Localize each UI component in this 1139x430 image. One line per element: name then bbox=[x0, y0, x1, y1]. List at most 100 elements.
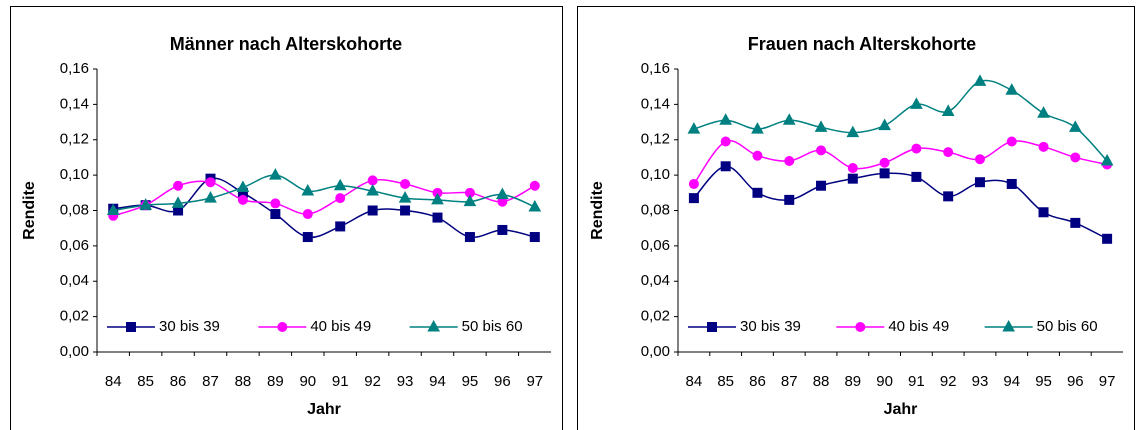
data-point bbox=[1070, 152, 1081, 163]
data-point bbox=[687, 122, 701, 134]
x-tick-label: 88 bbox=[813, 373, 830, 390]
y-tick-label: 0,00 bbox=[641, 343, 670, 360]
x-tick-label: 97 bbox=[526, 373, 543, 390]
data-point bbox=[270, 198, 281, 209]
x-tick-label: 94 bbox=[1003, 373, 1020, 390]
chart-frame bbox=[577, 6, 1135, 430]
data-point bbox=[879, 168, 890, 179]
y-tick-label: 0,00 bbox=[60, 343, 89, 360]
legend-marker bbox=[707, 322, 717, 332]
y-tick-label: 0,14 bbox=[641, 95, 670, 112]
series-line bbox=[693, 165, 1108, 240]
data-point bbox=[431, 192, 444, 205]
data-point bbox=[205, 177, 216, 188]
data-point bbox=[847, 173, 858, 184]
data-point bbox=[463, 194, 477, 207]
data-point bbox=[719, 113, 733, 125]
y-tick-label: 0,02 bbox=[641, 308, 670, 325]
y-tick-label: 0,12 bbox=[60, 131, 89, 148]
y-tick-label: 0,08 bbox=[60, 201, 89, 218]
x-tick-label: 91 bbox=[908, 373, 925, 390]
data-point bbox=[816, 145, 827, 156]
y-tick-label: 0,10 bbox=[60, 166, 89, 183]
data-point bbox=[302, 209, 313, 220]
legend-label: 50 bis 60 bbox=[462, 318, 523, 335]
data-point bbox=[529, 232, 540, 243]
data-point bbox=[366, 184, 379, 196]
legend-marker bbox=[277, 322, 288, 332]
data-point bbox=[1006, 178, 1017, 189]
data-point bbox=[847, 163, 858, 174]
x-tick-label: 87 bbox=[781, 373, 798, 390]
data-point bbox=[432, 212, 443, 223]
x-tick-label: 92 bbox=[940, 373, 957, 390]
data-point bbox=[688, 178, 699, 189]
data-point bbox=[814, 120, 828, 132]
x-tick-label: 95 bbox=[1035, 373, 1052, 390]
y-tick-label: 0,02 bbox=[60, 308, 89, 325]
data-point bbox=[879, 157, 890, 168]
data-point bbox=[973, 74, 987, 86]
legend-label: 50 bis 60 bbox=[1037, 318, 1098, 335]
x-tick-label: 89 bbox=[844, 373, 861, 390]
data-point bbox=[1070, 217, 1081, 228]
data-point bbox=[1005, 83, 1019, 95]
x-tick-label: 95 bbox=[462, 373, 479, 390]
y-tick-label: 0,04 bbox=[641, 272, 670, 289]
data-point bbox=[974, 177, 985, 188]
data-point bbox=[270, 209, 281, 220]
data-point bbox=[204, 191, 217, 203]
x-tick-label: 94 bbox=[429, 373, 446, 390]
data-point bbox=[878, 118, 891, 131]
legend-label: 40 bis 49 bbox=[310, 318, 371, 335]
x-tick-label: 85 bbox=[137, 373, 154, 390]
data-point bbox=[720, 161, 731, 172]
data-point bbox=[943, 191, 954, 202]
y-tick-label: 0,08 bbox=[641, 201, 670, 218]
data-point bbox=[269, 168, 282, 180]
data-point bbox=[139, 198, 152, 210]
data-point bbox=[1100, 153, 1114, 166]
x-tick-label: 93 bbox=[972, 373, 989, 390]
y-tick-label: 0,10 bbox=[641, 166, 670, 183]
data-point bbox=[911, 171, 922, 182]
data-point bbox=[398, 191, 412, 203]
data-point bbox=[752, 150, 763, 161]
legend-marker bbox=[427, 319, 441, 332]
y-tick-label: 0,06 bbox=[641, 237, 670, 254]
x-tick-label: 86 bbox=[749, 373, 766, 390]
data-point bbox=[529, 180, 540, 191]
data-point bbox=[333, 178, 347, 191]
data-point bbox=[400, 205, 411, 216]
y-tick-label: 0,16 bbox=[60, 60, 89, 77]
x-tick-label: 87 bbox=[202, 373, 219, 390]
data-point bbox=[688, 193, 699, 204]
data-point bbox=[1037, 106, 1050, 118]
data-point bbox=[106, 203, 120, 215]
x-axis-title: Jahr bbox=[307, 401, 341, 418]
data-point bbox=[846, 125, 860, 138]
data-point bbox=[1038, 207, 1049, 218]
chart-frame bbox=[10, 6, 563, 430]
x-tick-label: 91 bbox=[332, 373, 349, 390]
x-tick-label: 97 bbox=[1099, 373, 1116, 390]
x-tick-label: 96 bbox=[1067, 373, 1084, 390]
y-tick-label: 0,16 bbox=[641, 60, 670, 77]
data-point bbox=[528, 199, 542, 212]
y-axis-title: Rendite bbox=[21, 181, 38, 240]
data-point bbox=[1038, 141, 1049, 152]
x-axis-title: Jahr bbox=[884, 401, 918, 418]
data-point bbox=[911, 143, 922, 154]
data-point bbox=[816, 180, 827, 191]
y-axis-title: Rendite bbox=[589, 181, 606, 240]
data-point bbox=[782, 113, 796, 125]
data-point bbox=[400, 178, 411, 189]
data-point bbox=[335, 221, 346, 232]
chart-title: Männer nach Alterskohorte bbox=[170, 34, 402, 54]
data-point bbox=[496, 187, 509, 200]
x-tick-label: 96 bbox=[494, 373, 511, 390]
legend-label: 30 bis 39 bbox=[159, 318, 220, 335]
data-point bbox=[910, 97, 923, 109]
data-point bbox=[1006, 136, 1017, 147]
